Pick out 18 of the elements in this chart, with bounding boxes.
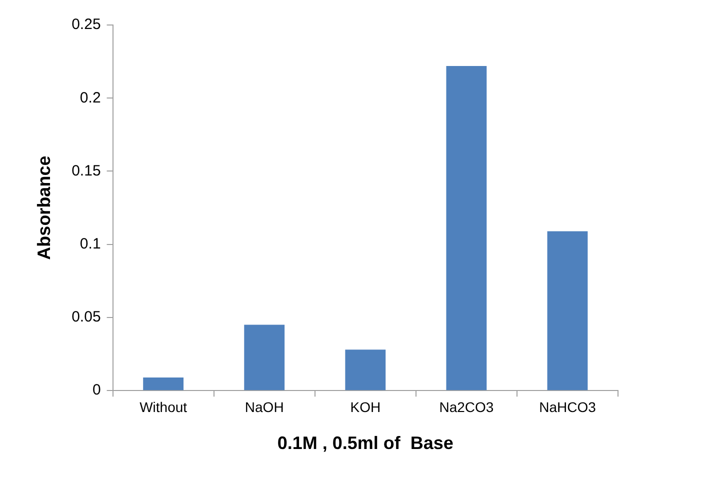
y-tick-label: 0.15 (72, 162, 101, 180)
y-axis-title: Absorbance (34, 156, 54, 260)
bar (244, 324, 285, 390)
y-tick-label: 0.25 (72, 16, 101, 34)
x-tick-label: Without (140, 398, 188, 415)
x-tick-label: NaHCO3 (539, 398, 596, 415)
x-tick-label: KOH (350, 398, 381, 415)
y-tick-label: 0.1 (80, 236, 101, 252)
x-tick-label: NaOH (244, 398, 284, 415)
bar (446, 66, 487, 390)
bar (547, 231, 588, 390)
y-tick-label: 0.05 (72, 308, 101, 326)
x-axis-title: 0.1M , 0.5ml of Base (277, 433, 454, 454)
bar (345, 350, 386, 390)
x-tick-label: Na2CO3 (439, 398, 494, 415)
y-tick-label: 0.2 (80, 89, 101, 106)
bar (143, 377, 184, 390)
y-tick-label: 0 (92, 382, 101, 399)
